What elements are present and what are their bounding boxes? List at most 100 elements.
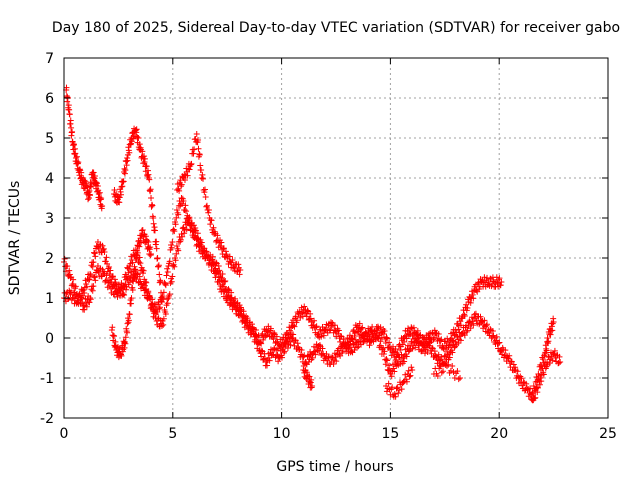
data-point xyxy=(145,239,152,246)
data-point xyxy=(81,177,88,184)
data-point xyxy=(493,333,500,340)
data-point xyxy=(81,306,88,313)
data-point xyxy=(438,336,445,343)
data-point xyxy=(202,194,209,201)
data-point xyxy=(280,343,287,350)
data-point xyxy=(270,336,277,343)
data-point xyxy=(281,348,288,355)
data-point xyxy=(133,126,140,133)
data-point xyxy=(244,319,251,326)
x-tick-label: 25 xyxy=(599,426,617,442)
data-point xyxy=(180,224,187,231)
data-point xyxy=(135,134,142,141)
data-point xyxy=(83,280,90,287)
data-point xyxy=(121,292,128,299)
data-point xyxy=(148,251,155,257)
data-point xyxy=(222,287,229,294)
data-point xyxy=(358,325,365,332)
data-point xyxy=(172,221,179,228)
data-point xyxy=(366,333,373,340)
data-point xyxy=(408,364,415,371)
data-point xyxy=(129,277,136,284)
data-point xyxy=(309,354,316,361)
data-point xyxy=(85,276,92,283)
data-point xyxy=(551,347,558,354)
data-point xyxy=(165,263,172,269)
data-point xyxy=(313,323,320,330)
data-point xyxy=(435,356,442,363)
data-point xyxy=(530,390,537,397)
data-point xyxy=(162,281,169,288)
data-point xyxy=(544,334,551,341)
y-tick-label: 6 xyxy=(45,91,54,107)
data-point xyxy=(129,259,136,266)
y-axis-label: SDTVAR / TECUs xyxy=(7,181,23,296)
data-point xyxy=(133,276,140,283)
data-point xyxy=(237,267,244,273)
data-point xyxy=(308,376,315,383)
data-point xyxy=(139,267,146,273)
data-point xyxy=(167,280,174,287)
data-point xyxy=(210,224,217,231)
data-point xyxy=(407,372,414,379)
data-point xyxy=(160,315,167,322)
data-point xyxy=(70,289,77,296)
data-point xyxy=(273,347,280,354)
data-point xyxy=(344,345,351,352)
data-point xyxy=(234,267,241,274)
data-point xyxy=(490,278,497,285)
data-point xyxy=(386,339,393,346)
data-point xyxy=(472,315,479,321)
data-point xyxy=(156,271,163,278)
data-point xyxy=(393,351,400,357)
data-point xyxy=(381,348,388,355)
data-point xyxy=(534,384,541,391)
data-point xyxy=(469,291,476,298)
data-point xyxy=(532,387,539,394)
data-point xyxy=(125,317,132,324)
data-point xyxy=(461,332,468,339)
data-point xyxy=(366,342,373,349)
data-point xyxy=(337,338,344,345)
data-point xyxy=(171,263,178,270)
data-point xyxy=(72,150,79,157)
data-point xyxy=(214,232,221,239)
data-point xyxy=(287,342,294,349)
data-point xyxy=(136,259,143,266)
data-point xyxy=(120,178,127,185)
data-point xyxy=(380,344,387,351)
y-tick-label: 3 xyxy=(45,211,54,227)
data-point xyxy=(303,313,310,320)
x-tick-label: 5 xyxy=(168,426,177,442)
data-point xyxy=(134,252,141,259)
data-point xyxy=(424,348,431,355)
data-point xyxy=(346,332,353,339)
x-axis-label: GPS time / hours xyxy=(276,459,393,475)
data-point xyxy=(418,348,425,355)
data-point xyxy=(429,344,436,351)
data-point xyxy=(391,368,398,375)
data-point xyxy=(221,288,228,295)
data-point xyxy=(540,371,547,378)
data-point xyxy=(314,347,321,354)
data-point xyxy=(177,236,184,243)
data-point xyxy=(164,300,171,307)
data-point xyxy=(195,137,202,144)
data-point xyxy=(390,349,397,356)
data-point xyxy=(213,268,220,275)
data-point xyxy=(369,323,376,330)
data-point xyxy=(546,360,553,367)
data-point xyxy=(136,141,143,148)
data-point xyxy=(305,352,312,359)
data-point xyxy=(122,334,129,341)
data-point xyxy=(464,327,471,334)
data-point xyxy=(264,362,271,369)
data-point xyxy=(149,296,156,303)
data-point xyxy=(402,371,409,378)
data-point xyxy=(323,351,330,358)
data-point xyxy=(405,367,412,374)
data-point xyxy=(63,84,70,91)
data-point xyxy=(284,344,291,351)
data-point xyxy=(120,291,127,298)
